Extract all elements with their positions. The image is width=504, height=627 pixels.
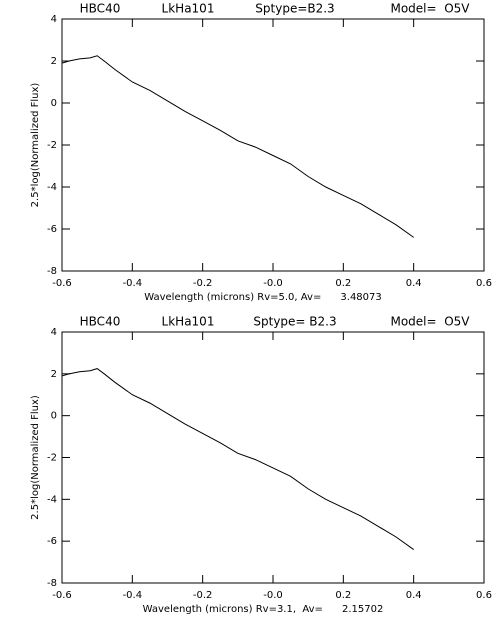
plot-frame bbox=[61, 331, 485, 584]
title-part: Model= O5V bbox=[390, 315, 470, 329]
title-part: Model= O5V bbox=[390, 2, 470, 16]
spectrum-line bbox=[61, 368, 414, 550]
spectrum-line bbox=[61, 55, 414, 238]
x-axis-label: Wavelength (microns) Rv=3.1, Av= 2.15702 bbox=[143, 604, 384, 615]
y-tick-label: -2 bbox=[47, 140, 57, 151]
y-tick-label: -8 bbox=[47, 266, 57, 277]
x-tick-label: -0.0 bbox=[263, 590, 283, 601]
title-part: LkHa101 bbox=[162, 2, 215, 16]
x-axis-label: Wavelength (microns) Rv=5.0, Av= 3.48073 bbox=[144, 292, 382, 303]
x-tick-label: 0.4 bbox=[406, 590, 422, 601]
x-tick-label: 0.6 bbox=[476, 590, 492, 601]
x-tick-label: -0.6 bbox=[52, 590, 72, 601]
y-tick-label: 4 bbox=[51, 14, 57, 25]
title-part: LkHa101 bbox=[162, 315, 215, 329]
x-tick-label: -0.6 bbox=[52, 278, 72, 289]
y-tick-label: -2 bbox=[47, 453, 57, 464]
y-tick-label: -6 bbox=[47, 536, 57, 547]
y-tick-label: 0 bbox=[51, 98, 57, 109]
x-tick-label: 0.2 bbox=[335, 590, 351, 601]
title-part: HBC40 bbox=[80, 315, 121, 329]
y-axis-label: 2.5*log(Normalized Flux) bbox=[30, 395, 41, 520]
y-tick-label: -8 bbox=[47, 578, 57, 589]
x-tick-label: -0.4 bbox=[123, 278, 143, 289]
y-tick-label: 2 bbox=[51, 369, 57, 380]
y-tick-label: -6 bbox=[47, 224, 57, 235]
y-tick-label: 4 bbox=[51, 327, 57, 338]
y-tick-label: 0 bbox=[51, 411, 57, 422]
x-tick-label: 0.6 bbox=[476, 278, 492, 289]
x-tick-label: -0.2 bbox=[193, 278, 213, 289]
x-tick-label: -0.2 bbox=[193, 590, 213, 601]
x-tick-label: -0.4 bbox=[123, 590, 143, 601]
plot-frame bbox=[61, 18, 485, 272]
x-tick-label: 0.4 bbox=[406, 278, 422, 289]
y-tick-label: -4 bbox=[47, 182, 57, 193]
x-tick-label: 0.2 bbox=[335, 278, 351, 289]
title-part: Sptype=B2.3 bbox=[255, 2, 334, 16]
y-tick-label: 2 bbox=[51, 56, 57, 67]
title-part: HBC40 bbox=[80, 2, 121, 16]
title-part: Sptype= B2.3 bbox=[253, 315, 336, 329]
x-tick-label: -0.0 bbox=[263, 278, 283, 289]
y-tick-label: -4 bbox=[47, 494, 57, 505]
y-axis-label: 2.5*log(Normalized Flux) bbox=[30, 83, 41, 208]
